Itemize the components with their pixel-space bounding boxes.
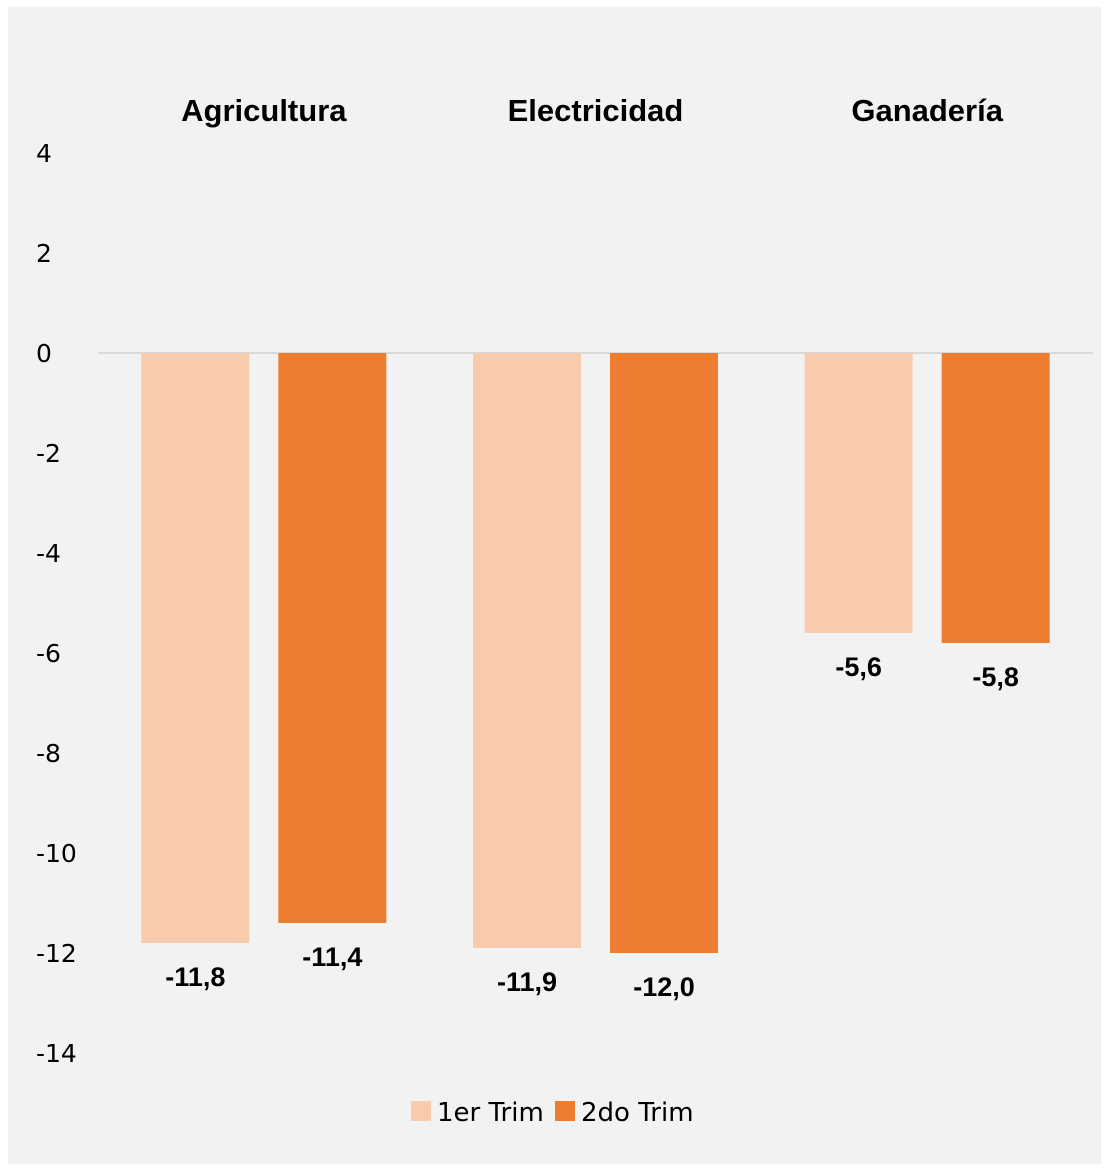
- bar-1er-trim: [141, 353, 250, 943]
- category-label: Agricultura: [181, 93, 347, 128]
- category-label: Ganadería: [851, 93, 1003, 128]
- legend-label: 2do Trim: [581, 1098, 694, 1128]
- y-tick-label: -8: [36, 739, 61, 768]
- bar-1er-trim: [473, 353, 581, 948]
- data-label: -5,6: [835, 652, 882, 682]
- data-label: -12,0: [633, 972, 695, 1002]
- bar-2do-trim: [278, 353, 387, 923]
- bar-2do-trim: [610, 353, 718, 953]
- y-tick-label: -6: [36, 639, 61, 668]
- y-tick-label: 2: [36, 239, 52, 268]
- legend-swatch: [555, 1101, 575, 1121]
- y-tick-label: 0: [36, 339, 52, 368]
- legend-swatch: [411, 1101, 431, 1121]
- data-label: -11,8: [165, 962, 225, 992]
- y-tick-label: -4: [36, 539, 61, 568]
- y-tick-label: -12: [36, 939, 77, 968]
- y-tick-label: -2: [36, 439, 61, 468]
- y-tick-label: -14: [36, 1039, 77, 1068]
- chart-area: 4 2 0 -2 -4 -6 -8 -10 -12 -14 Agricultura -11,8 -11,…: [8, 7, 1101, 1164]
- category-label: Electricidad: [508, 93, 684, 128]
- data-label: -5,8: [972, 662, 1019, 692]
- bar-2do-trim: [941, 353, 1050, 643]
- bar-chart: 4 2 0 -2 -4 -6 -8 -10 -12 -14 Agricultura -11,8 -11,…: [36, 93, 1093, 1128]
- y-tick-label: -10: [36, 839, 77, 868]
- legend-label: 1er Trim: [437, 1098, 544, 1128]
- y-tick-label: 4: [36, 139, 52, 168]
- data-label: -11,9: [497, 967, 557, 997]
- data-label: -11,4: [302, 942, 362, 972]
- bar-1er-trim: [804, 353, 913, 633]
